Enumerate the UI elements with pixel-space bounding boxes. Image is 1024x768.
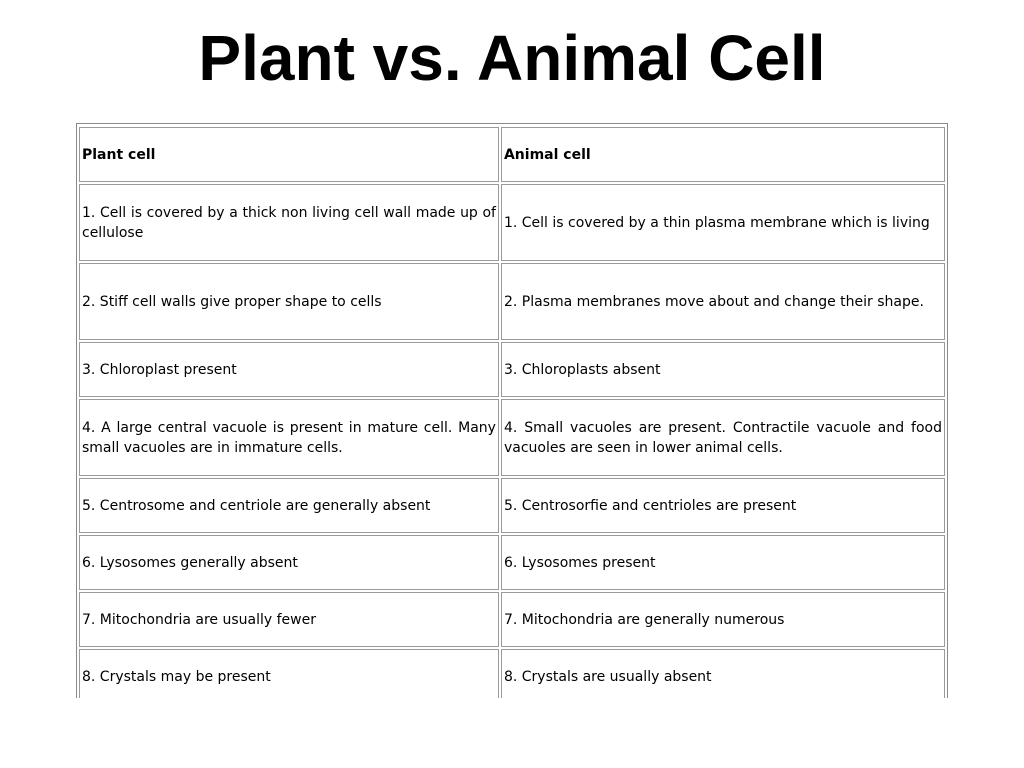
animal-cell-text: 7. Mitochondria are generally numerous: [500, 592, 945, 647]
table-row: 5. Centrosome and centriole are generall…: [79, 478, 945, 533]
header-plant-cell: Plant cell: [79, 127, 499, 182]
plant-cell-text: 3. Chloroplast present: [79, 342, 499, 397]
table-row: 3. Chloroplast present 3. Chloroplasts a…: [79, 342, 945, 397]
plant-cell-text: 5. Centrosome and centriole are generall…: [79, 478, 499, 533]
comparison-table-frame: Plant cell Animal cell 1. Cell is covere…: [76, 123, 948, 698]
animal-cell-text: 3. Chloroplasts absent: [500, 342, 945, 397]
animal-cell-text: 8. Crystals are usually absent: [500, 649, 945, 698]
comparison-table: Plant cell Animal cell 1. Cell is covere…: [77, 125, 947, 698]
plant-cell-text: 4. A large central vacuole is present in…: [79, 399, 499, 476]
plant-cell-text: 1. Cell is covered by a thick non living…: [79, 184, 499, 261]
plant-cell-text: 8. Crystals may be present: [79, 649, 499, 698]
animal-cell-text: 4. Small vacuoles are present. Contracti…: [500, 399, 945, 476]
table-row: 6. Lysosomes generally absent 6. Lysosom…: [79, 535, 945, 590]
plant-cell-text: 6. Lysosomes generally absent: [79, 535, 499, 590]
table-row: 8. Crystals may be present 8. Crystals a…: [79, 649, 945, 698]
header-animal-cell: Animal cell: [500, 127, 945, 182]
animal-cell-text: 6. Lysosomes present: [500, 535, 945, 590]
animal-cell-text: 1. Cell is covered by a thin plasma memb…: [500, 184, 945, 261]
table-row: 2. Stiff cell walls give proper shape to…: [79, 263, 945, 340]
plant-cell-text: 2. Stiff cell walls give proper shape to…: [79, 263, 499, 340]
table-row: 7. Mitochondria are usually fewer 7. Mit…: [79, 592, 945, 647]
slide-title: Plant vs. Animal Cell: [198, 22, 826, 94]
animal-cell-text: 5. Centrosorfie and centrioles are prese…: [500, 478, 945, 533]
plant-cell-text: 7. Mitochondria are usually fewer: [79, 592, 499, 647]
animal-cell-text: 2. Plasma membranes move about and chang…: [500, 263, 945, 340]
table-row: 1. Cell is covered by a thick non living…: [79, 184, 945, 261]
table-header-row: Plant cell Animal cell: [79, 127, 945, 182]
table-row: 4. A large central vacuole is present in…: [79, 399, 945, 476]
